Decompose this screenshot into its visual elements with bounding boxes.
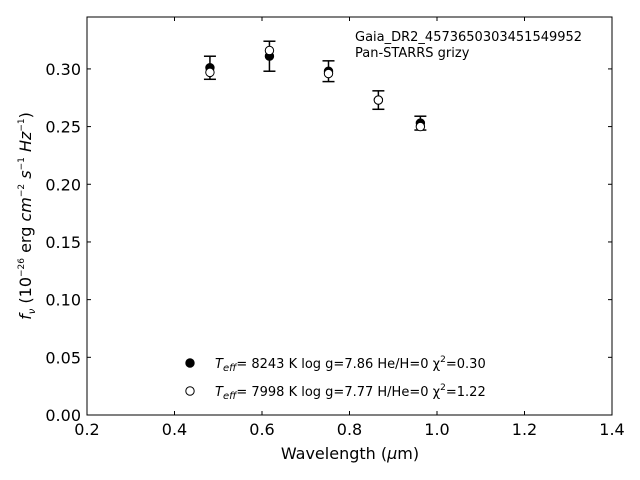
x-tick-label: 0.8 <box>337 420 362 439</box>
data-point-open <box>415 121 426 132</box>
data-series <box>203 40 427 132</box>
legend-entry: Teff= 7998 K log g=7.77 H/He=0 χ2=1.22 <box>215 383 486 402</box>
x-tick-label: 0.4 <box>162 420 187 439</box>
y-tick-label: 0.15 <box>45 233 81 252</box>
legend-entry: Teff= 8243 K log g=7.86 He/H=0 χ2=0.30 <box>215 355 486 374</box>
y-tick-label: 0.20 <box>45 175 81 194</box>
x-tick-label: 1.0 <box>424 420 449 439</box>
y-tick-label: 0.25 <box>45 118 81 137</box>
y-tick-label: 0.00 <box>45 406 81 425</box>
legend: Teff= 8243 K log g=7.86 He/H=0 χ2=0.30 Te… <box>185 355 486 402</box>
data-point-open <box>205 67 215 78</box>
y-axis: 0.00 0.05 0.10 0.15 0.20 0.25 0.30 <box>45 60 612 425</box>
x-axis: 0.2 0.4 0.6 0.8 1.0 1.2 1.4 <box>74 17 625 439</box>
y-tick-label: 0.30 <box>45 60 81 79</box>
legend-marker <box>185 386 195 396</box>
legend-marker <box>185 358 195 368</box>
plot-area <box>86 16 613 416</box>
data-point-open <box>373 95 384 105</box>
annotation-object-id: Gaia_DR2_4573650303451549952 <box>355 30 582 45</box>
plot-frame <box>86 16 613 416</box>
x-tick-label: 1.4 <box>599 420 624 439</box>
x-tick-label: 0.6 <box>249 420 274 439</box>
y-tick-label: 0.10 <box>45 291 81 310</box>
y-tick-label: 0.05 <box>45 348 81 367</box>
annotation-survey: Pan-STARRS grizy <box>355 46 470 61</box>
x-axis-label: Wavelength (μm) <box>281 444 419 463</box>
data-point-open <box>264 45 275 56</box>
y-axis-label: fν (10−26 erg cm−2 s−1 Hz−1) <box>16 112 38 320</box>
x-tick-label: 0.2 <box>74 420 99 439</box>
x-tick-label: 1.2 <box>512 420 537 439</box>
data-point-open <box>323 68 334 79</box>
